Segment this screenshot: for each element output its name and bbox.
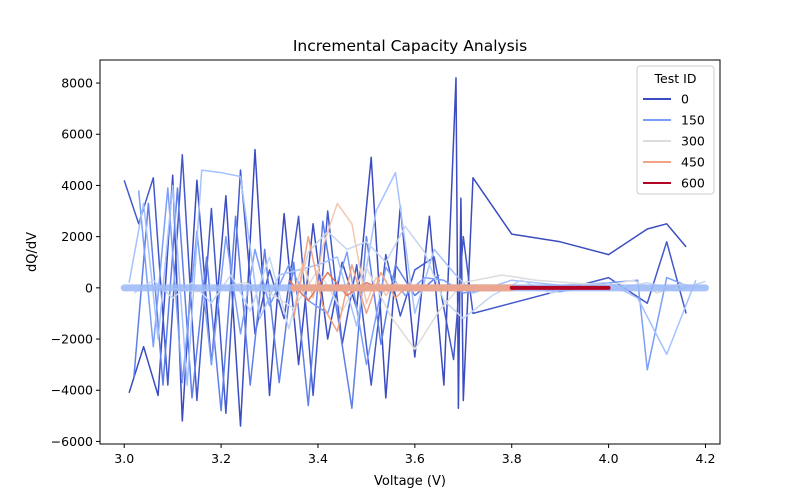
x-tick-label: 3.6 xyxy=(405,451,425,466)
y-tick-label: 8000 xyxy=(61,76,93,91)
x-tick-label: 3.0 xyxy=(114,451,134,466)
legend-title: Test ID xyxy=(654,71,697,86)
chart-title: Incremental Capacity Analysis xyxy=(293,37,527,55)
series-line-0 xyxy=(128,77,687,427)
series-line-2 xyxy=(133,187,440,412)
y-tick-label: −2000 xyxy=(51,332,93,347)
y-tick-label: −6000 xyxy=(51,434,93,449)
legend: Test ID 0 150 300 450 600 xyxy=(636,65,715,195)
legend-label-600: 600 xyxy=(681,176,705,191)
series-line-6 xyxy=(148,266,706,351)
y-tick-label: −4000 xyxy=(51,383,93,398)
plot-frame xyxy=(99,59,721,445)
x-tick-label: 3.8 xyxy=(502,451,522,466)
y-axis: −6000 −4000 −2000 0 2000 4000 6000 8000 xyxy=(51,76,100,449)
y-tick-label: 2000 xyxy=(61,229,93,244)
x-axis: 3.0 3.2 3.4 3.6 3.8 4.0 4.2 xyxy=(114,444,715,466)
x-axis-label: Voltage (V) xyxy=(374,474,446,489)
x-tick-label: 3.4 xyxy=(308,451,328,466)
x-tick-label: 4.0 xyxy=(599,451,619,466)
legend-label-300: 300 xyxy=(681,134,705,149)
y-axis-label: dQ/dV xyxy=(25,232,40,272)
x-tick-label: 3.2 xyxy=(211,451,231,466)
x-tick-label: 4.2 xyxy=(696,451,716,466)
y-tick-label: 4000 xyxy=(61,178,93,193)
y-tick-label: 6000 xyxy=(61,127,93,142)
legend-label-450: 450 xyxy=(681,155,705,170)
y-tick-label: 0 xyxy=(85,280,93,295)
legend-label-150: 150 xyxy=(681,113,705,128)
legend-label-0: 0 xyxy=(681,92,689,107)
